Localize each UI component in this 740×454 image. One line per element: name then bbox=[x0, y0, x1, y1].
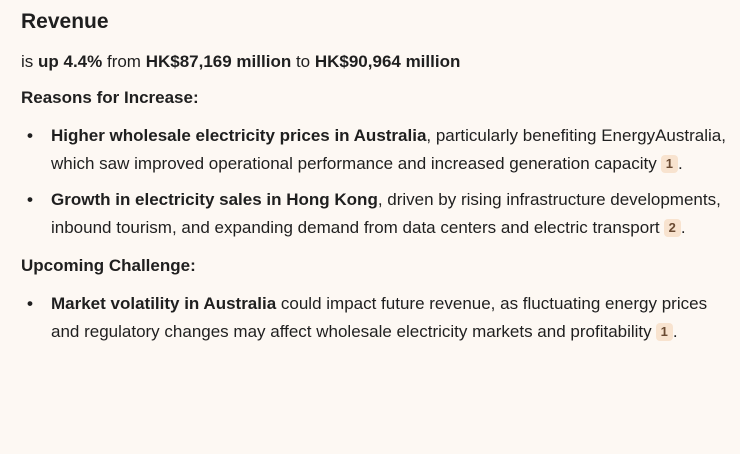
summary-to-value: HK$90,964 million bbox=[314, 52, 461, 71]
item-text: , driven by rising infrastructure develo… bbox=[51, 190, 721, 237]
item-bold-text: Market volatility in Australia bbox=[51, 294, 277, 313]
revenue-summary: is up 4.4% from HK$87,169 million to HK$… bbox=[21, 50, 740, 74]
item-text: , particularly benefiting EnergyAustrali… bbox=[51, 126, 726, 173]
item-end: . bbox=[672, 322, 678, 341]
list-item: • Higher wholesale electricity prices in… bbox=[21, 122, 740, 178]
citation-badge[interactable]: 1 bbox=[655, 323, 673, 341]
summary-mid-to: to bbox=[291, 52, 315, 71]
challenge-heading: Upcoming Challenge: bbox=[21, 256, 196, 275]
item-bold-text: Higher wholesale electricity prices in A… bbox=[51, 126, 427, 145]
increase-list: • Higher wholesale electricity prices in… bbox=[21, 122, 740, 242]
item-text: could impact future revenue, as fluctuat… bbox=[51, 294, 708, 341]
item-end: . bbox=[677, 154, 683, 173]
bullet-icon: • bbox=[27, 126, 33, 145]
item-bold-text: Growth in electricity sales in Hong Kong bbox=[51, 190, 378, 209]
summary-prefix: is bbox=[21, 52, 38, 71]
list-item: • Market volatility in Australia could i… bbox=[21, 290, 740, 346]
list-item: • Growth in electricity sales in Hong Ko… bbox=[21, 186, 740, 242]
page-title: Revenue bbox=[21, 10, 109, 33]
increase-heading: Reasons for Increase: bbox=[21, 88, 199, 107]
citation-badge[interactable]: 1 bbox=[660, 155, 678, 173]
bullet-icon: • bbox=[27, 190, 33, 209]
summary-change: up 4.4% bbox=[38, 52, 103, 71]
summary-mid-from: from bbox=[102, 52, 146, 71]
item-end: . bbox=[680, 218, 686, 237]
challenge-list: • Market volatility in Australia could i… bbox=[21, 290, 740, 346]
citation-badge[interactable]: 2 bbox=[663, 219, 681, 237]
bullet-icon: • bbox=[27, 294, 33, 313]
summary-from-value: HK$87,169 million bbox=[145, 52, 292, 71]
